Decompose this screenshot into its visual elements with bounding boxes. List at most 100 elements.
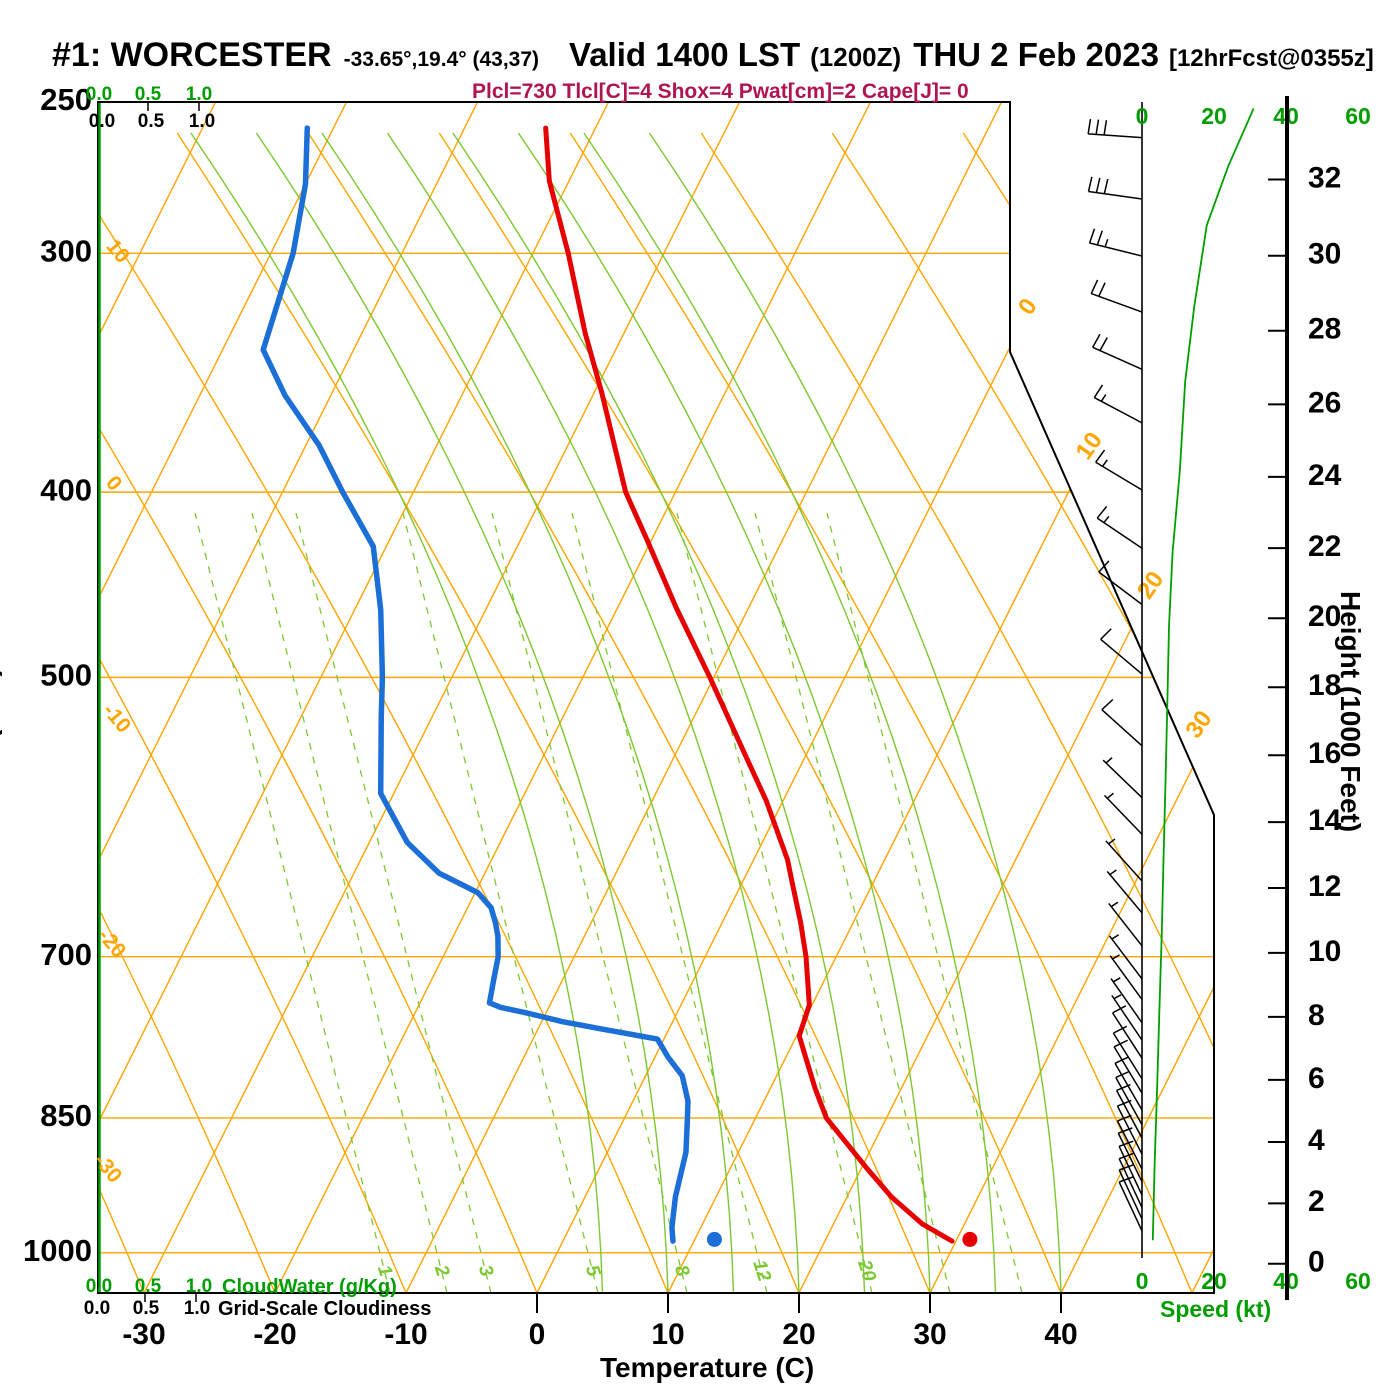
pressure-tick-label: 500 [40,658,92,693]
dry-adiabat-line [98,132,407,1293]
mixing-ratio-label: 5 [581,1263,604,1280]
wind-barb [1111,994,1143,1041]
isotherm-line [98,102,610,1293]
wind-barb-feather [1117,1099,1132,1107]
mixing-ratio-labels: 1 2 3 5 8 12 20 [373,1257,880,1285]
wind-barb [1100,638,1143,675]
page-title: #1: WORCESTER -33.65°,19.4° (43,37) Vali… [52,36,1374,75]
isotherm-line [274,102,872,1293]
temperature-tick-label: 30 [913,1318,946,1351]
mixing-ratio-label: 3 [474,1263,497,1280]
wind-barb-feather [1095,449,1106,463]
moist-adiabat-line [190,132,604,1293]
temperature-tick-label: 10 [651,1318,684,1351]
mixing-ratio-line [826,512,1023,1293]
wind-barb-half-feather [1108,838,1116,845]
wind-barb [1109,955,1143,1000]
wind-barb-feather [1116,1083,1131,1092]
mixing-ratio-label: 2 [430,1262,454,1280]
wind-barb [1115,1090,1143,1139]
wind-barb [1117,1132,1143,1183]
wind-barb [1101,709,1143,747]
wind-barb [1118,1181,1143,1232]
mixing-ratio-line [295,512,492,1293]
wind-barb [1108,902,1143,947]
wind-barb-half-feather [1105,757,1113,764]
wind-barb-feather [1101,698,1114,711]
moist-adiabat-line [648,132,1062,1293]
wind-barb-feather [1118,1127,1133,1134]
station-name: #1: WORCESTER [52,36,332,74]
wind-barb [1111,1012,1143,1059]
wind-barb-feather [1099,337,1108,351]
mixing-ratio-label: 12 [748,1258,775,1285]
height-tick-label: 24 [1308,459,1342,492]
temperature-tick-label: -30 [122,1318,165,1351]
wind-barb-half-feather [1112,977,1121,983]
cloudwater-scale-bottom: 0.5 [135,1276,162,1297]
speed-tick-top: 0 [1136,103,1149,129]
isotherm-line [1060,102,1214,1293]
cloudiness-scale-bottom: 0.5 [133,1298,160,1319]
height-tick-label: 20 [1308,600,1341,633]
wind-barb-feather [1090,279,1099,294]
cloudwater-scale-bottom: 1.0 [186,1276,212,1297]
wind-barb-feather [1095,177,1101,193]
mixing-ratio-line [402,512,599,1293]
wind-barb [1095,461,1143,491]
pressure-tick-label: 300 [40,233,92,268]
height-tick-label: 12 [1308,870,1341,903]
height-tick-label: 26 [1308,386,1341,419]
wind-barb [1106,871,1143,914]
cloudwater-scale-bottom: 0.0 [86,1276,112,1297]
wind-barb [1092,346,1143,370]
wind-barb-feather [1118,1152,1134,1160]
wind-barb-half-feather [1110,901,1119,908]
wind-barb-feather [1113,1025,1128,1034]
wind-barb-feather [1100,628,1112,640]
temperature-tick-label: -20 [253,1318,296,1351]
wind-barb-feather [1118,1140,1134,1148]
wind-barb [1088,133,1143,139]
wind-barb-feather [1117,1114,1132,1122]
wind-barb [1096,517,1143,549]
wind-barb-feather [1114,1056,1129,1064]
isotherm-label: 10 [1071,427,1108,464]
isotherm-label: 20 [1132,567,1169,604]
forecast-tag: [12hrFcst@0355z] [1168,45,1374,72]
speed-tick-top: 60 [1345,103,1371,129]
wind-barb [1103,794,1143,835]
wind-barb-feather [1096,230,1103,246]
temperature-tick-label: 20 [782,1318,815,1351]
station-coords: -33.65°,19.4° (43,37) [343,48,540,71]
mixing-ratio-label: 20 [853,1257,880,1285]
height-tick-label: 2 [1308,1185,1325,1218]
sounding-parameters: Plcl=730 Tlcl[C]=4 Shox=4 Pwat[cm]=2 Cap… [472,80,969,103]
speed-tick-bottom: 0 [1136,1268,1149,1294]
wind-barb-feather [1118,1164,1134,1171]
wind-barb [1098,571,1143,606]
dry-adiabat-line [98,132,669,1293]
pressure-axis-title: P (hPa) [0,666,4,766]
moist-adiabat-line [255,132,669,1293]
dry-adiabat-line [98,132,276,1293]
wind-barb [1102,759,1143,799]
dry-adiabat-line [438,132,1062,1293]
wind-barb [1110,978,1143,1024]
dry-adiabat-label: -30 [89,1149,126,1187]
wind-barb [1116,1105,1143,1155]
wind-barb-feather [1112,1005,1127,1014]
wind-barb [1114,1062,1143,1111]
wind-barb [1113,1046,1143,1094]
wind-barb-half-feather [1100,394,1107,402]
height-tick-label: 16 [1308,737,1341,770]
dry-adiabat-line [307,132,931,1293]
wind-barbs [1087,118,1143,1232]
cloudwater-scale-top: 0.5 [135,84,162,105]
temperature-tick-labels: -30 -20 -10 0 10 20 30 40 [122,1293,1078,1351]
height-tick-label: 14 [1308,804,1342,837]
wind-barb-half-feather [1104,239,1109,248]
background-grid [98,102,1214,1293]
wind-barb-feather [1087,176,1093,192]
isotherm-line [1191,102,1214,1293]
